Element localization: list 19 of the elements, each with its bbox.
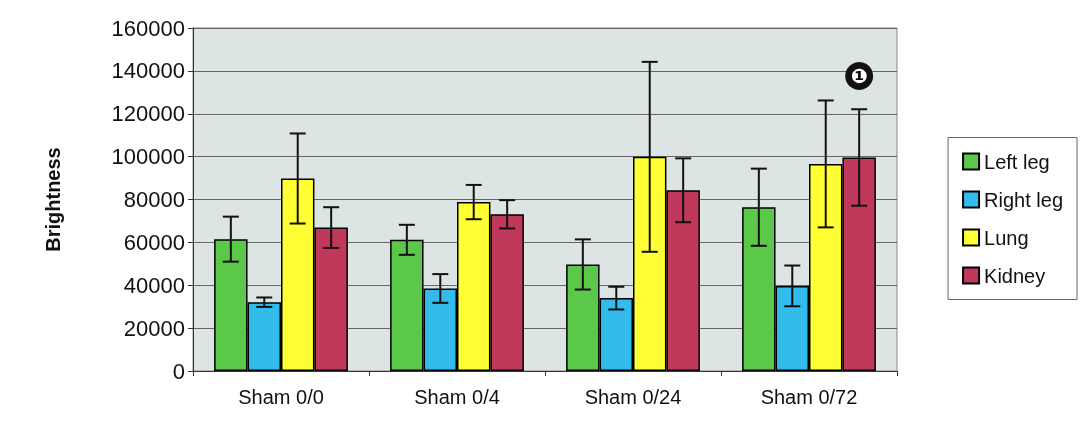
legend-label: Lung <box>984 226 1029 249</box>
y-tick-label: 0 <box>172 358 185 384</box>
x-tick-label: Sham 0/72 <box>760 386 858 408</box>
y-tick-label: 80000 <box>123 187 185 212</box>
y-axis-title: Brightness <box>42 147 64 252</box>
y-tick-label: 160000 <box>111 15 185 41</box>
annotation: ❶ <box>850 64 868 88</box>
y-tick-label: 140000 <box>111 58 185 84</box>
x-tick-label: Sham 0/0 <box>238 386 324 408</box>
y-tick-label: 20000 <box>123 315 185 341</box>
y-tick-label: 40000 <box>123 272 185 298</box>
legend-label: Right leg <box>984 188 1063 211</box>
x-tick-label: Sham 0/24 <box>584 386 682 408</box>
y-tick-label: 60000 <box>123 229 185 255</box>
legend-label: Left leg <box>984 150 1050 173</box>
legend-label: Kidney <box>984 264 1046 287</box>
x-tick-label: Sham 0/4 <box>414 386 500 408</box>
y-tick-label: 100000 <box>111 144 185 170</box>
y-tick-label: 120000 <box>111 101 185 127</box>
